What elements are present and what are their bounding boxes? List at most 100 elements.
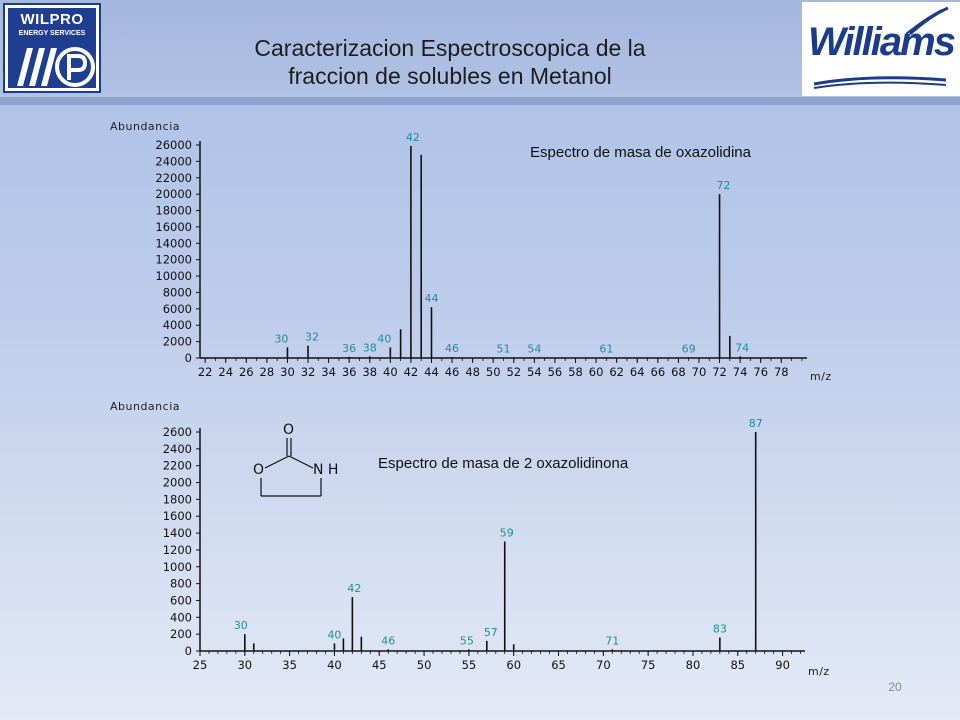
- chart1-x-tick-label: 52: [506, 365, 521, 379]
- chart1-x-tick-label: 24: [218, 365, 233, 379]
- oxazolidinona-mass-spectrum: Abundancia m/z 0 200 400 600 800 1000 1200 1400 16…: [0, 395, 960, 680]
- chart2-x-tick-label: 80: [686, 658, 701, 672]
- chart2-peak-label: 40: [327, 628, 341, 641]
- molecule-atom-o-top: O: [283, 422, 294, 438]
- oxazolidinone-structure: O O N H: [245, 418, 355, 503]
- chart2-x-tick-label: 30: [237, 658, 252, 672]
- chart2-peak-label: 83: [713, 623, 727, 636]
- chart2-y-tick-label: 1000: [163, 560, 192, 574]
- chart2-x-tick-label: 35: [282, 658, 297, 672]
- chart1-y-tick-label: 22000: [155, 171, 192, 185]
- chart1-peak-label: 61: [599, 342, 613, 355]
- chart1-x-tick-label: 26: [239, 365, 254, 379]
- slide-title: Caracterizacion Espectroscopica de la fr…: [160, 34, 740, 90]
- chart2-x-tick-label: 65: [551, 658, 566, 672]
- chart1-title: Espectro de masa de oxazolidina: [530, 144, 751, 161]
- chart1-peak-label: 44: [424, 292, 438, 305]
- chart1-peak-label: 46: [445, 342, 459, 355]
- chart2-y-tick-label: 2200: [163, 459, 192, 473]
- chart2-x-tick-label: 60: [506, 658, 521, 672]
- chart1-peak-label: 69: [682, 342, 696, 355]
- chart1-peak-label: 38: [363, 341, 377, 354]
- chart2-y-tick-label: 2400: [163, 442, 192, 456]
- chart2-peak-label: 59: [500, 527, 514, 540]
- chart1-peak-label: 36: [342, 342, 356, 355]
- slide-title-line1: Caracterizacion Espectroscopica de la: [254, 35, 646, 61]
- chart1-x-tick-label: 66: [651, 365, 666, 379]
- chart1-y-tick-label: 10000: [155, 269, 192, 283]
- chart2-title: Espectro de masa de 2 oxazolidinona: [378, 455, 629, 472]
- chart1-x-tick-label: 22: [198, 365, 213, 379]
- chart1-y-tick-label: 14000: [155, 236, 192, 250]
- chart2-x-tick-label: 40: [327, 658, 342, 672]
- williams-logo: Williams: [802, 2, 960, 96]
- chart1-peak-label: 42: [406, 131, 420, 144]
- chart2-y-tick-label: 1800: [163, 492, 192, 506]
- chart1-y-tick-label: 26000: [155, 138, 192, 152]
- chart1-y-tick-label: 0: [185, 351, 192, 365]
- chart1-y-tick-label: 6000: [163, 302, 192, 316]
- chart1-y-tick-label: 18000: [155, 204, 192, 218]
- chart1-y-tick-label: 12000: [155, 253, 192, 267]
- chart2-y-tick-label: 2600: [163, 425, 192, 439]
- chart1-y-tick-label: 20000: [155, 187, 192, 201]
- chart2-y-tick-label: 1200: [163, 543, 192, 557]
- chart2-x-tick-label: 55: [462, 658, 477, 672]
- chart2-y-tick-label: 400: [170, 610, 192, 624]
- chart2-y-tick-label: 600: [170, 593, 192, 607]
- chart2-x-tick-label: 70: [596, 658, 611, 672]
- oxazolidinone-structure-icon: O O N H: [253, 422, 338, 497]
- chart1-x-tick-label: 44: [424, 365, 439, 379]
- chart2-y-tick-label: 1600: [163, 509, 192, 523]
- wilpro-emblem-icon: [17, 47, 95, 87]
- chart1-y-tick-label: 8000: [163, 285, 192, 299]
- chart2-x-tick-label: 75: [641, 658, 656, 672]
- chart2-x-tick-label: 50: [417, 658, 432, 672]
- chart1-peak-label: 54: [527, 342, 541, 355]
- chart2-x-tick-label: 45: [372, 658, 387, 672]
- chart1-x-tick-label: 40: [383, 365, 398, 379]
- molecule-atom-o-ring: O: [253, 462, 264, 478]
- chart2-peak-label: 30: [234, 619, 248, 632]
- chart1-x-tick-label: 60: [589, 365, 604, 379]
- oxazolidina-chart-svg: Abundancia m/z 0 2000 4000 6000 8000 10000 12000…: [110, 120, 831, 383]
- chart2-x-tick-label: 85: [730, 658, 745, 672]
- header-band: [0, 0, 960, 100]
- chart1-x-tick-label: 70: [692, 365, 707, 379]
- chart2-peak-label: 71: [605, 634, 619, 647]
- chart2-x-tick-label: 25: [193, 658, 208, 672]
- chart1-y-tick-label: 4000: [163, 318, 192, 332]
- chart1-x-tick-label: 72: [712, 365, 727, 379]
- chart2-peak-label: 55: [460, 634, 474, 647]
- chart1-x-tick-label: 48: [465, 365, 480, 379]
- chart1-x-tick-label: 46: [445, 365, 460, 379]
- chart2-x-tick-label: 90: [775, 658, 790, 672]
- chart1-x-tick-label: 76: [753, 365, 768, 379]
- chart1-x-tick-label: 56: [548, 365, 563, 379]
- chart1-x-tick-label: 36: [342, 365, 357, 379]
- chart1-peak-label: 72: [717, 179, 731, 192]
- williams-swoosh-icon: [905, 6, 949, 36]
- oxazolidinona-chart-svg: Abundancia m/z 0 200 400 600 800 1000 1200 1400 16…: [110, 400, 829, 678]
- chart1-x-tick-label: 30: [280, 365, 295, 379]
- chart1-x-tick-label: 78: [774, 365, 789, 379]
- chart1-x-tick-label: 58: [568, 365, 583, 379]
- chart1-peak-label: 32: [305, 331, 319, 344]
- chart2-peak-label: 87: [749, 417, 763, 430]
- chart1-y-tick-label: 16000: [155, 220, 192, 234]
- chart2-peak-label: 42: [347, 582, 361, 595]
- chart1-x-tick-label: 64: [630, 365, 645, 379]
- chart2-y-tick-label: 200: [170, 627, 192, 641]
- chart1-peak-label: 74: [735, 341, 749, 354]
- molecule-atom-nh: N H: [313, 462, 338, 478]
- chart1-x-tick-label: 42: [404, 365, 419, 379]
- chart2-y-tick-label: 0: [185, 644, 192, 658]
- oxazolidina-mass-spectrum: Abundancia m/z 0 2000 4000 6000 8000 10000 12000…: [0, 110, 960, 390]
- wilpro-logo-text: WILPRO: [20, 11, 84, 28]
- chart1-x-tick-label: 34: [321, 365, 336, 379]
- chart1-y-tick-label: 24000: [155, 154, 192, 168]
- chart1-peak-label: 40: [377, 332, 391, 345]
- chart1-x-tick-label: 38: [362, 365, 377, 379]
- chart1-x-tick-label: 28: [260, 365, 275, 379]
- chart1-x-tick-label: 54: [527, 365, 542, 379]
